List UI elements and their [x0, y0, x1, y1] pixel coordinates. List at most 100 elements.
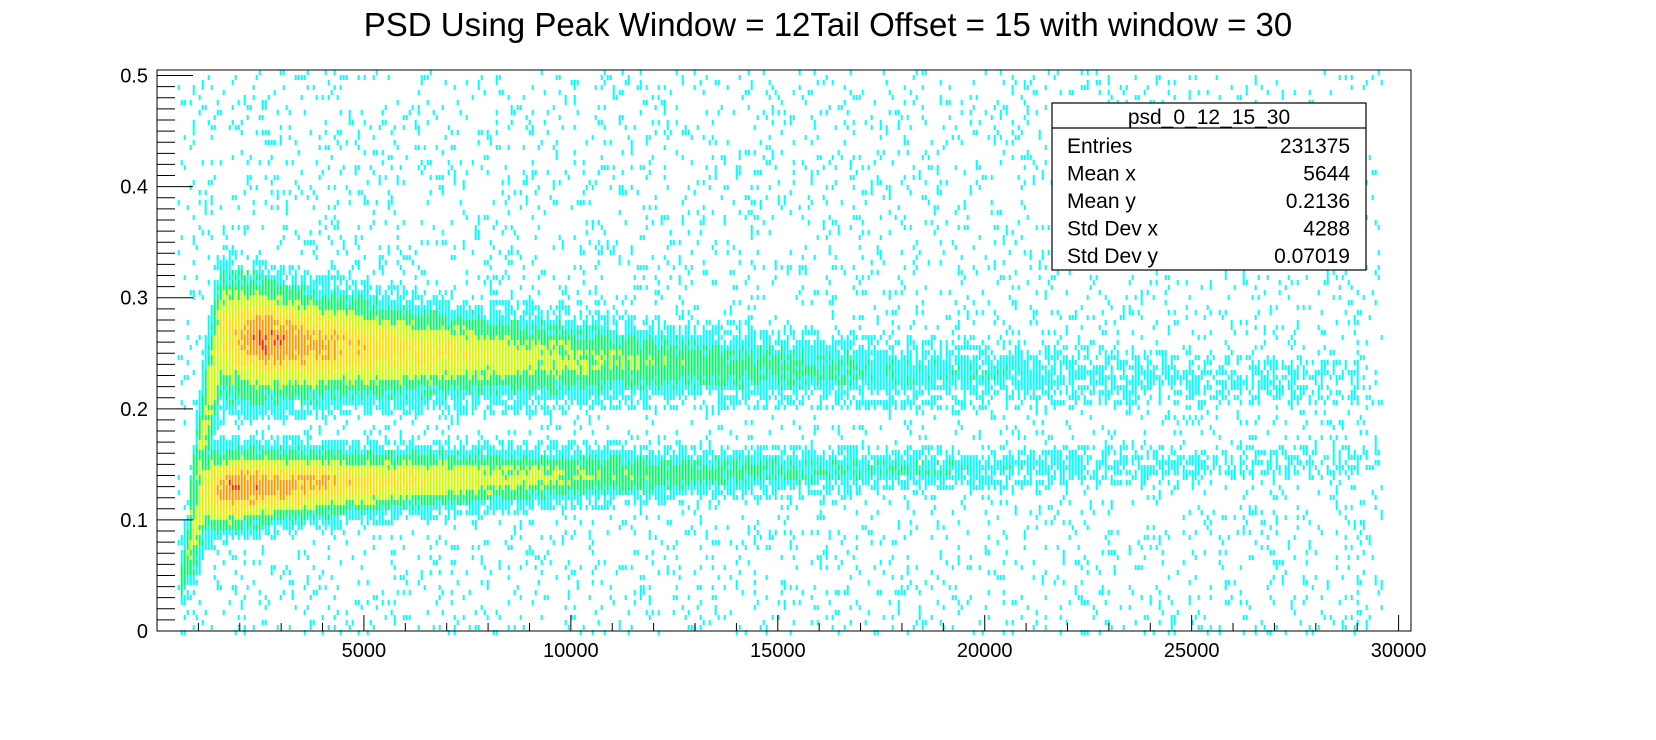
heatmap-cell [468, 475, 471, 480]
heatmap-cell [441, 350, 444, 355]
heatmap-cell [201, 405, 204, 410]
heatmap-cell [249, 310, 252, 315]
heatmap-cell [375, 385, 378, 390]
heatmap-cell [270, 155, 273, 160]
heatmap-cell [378, 255, 381, 260]
heatmap-cell [333, 365, 336, 370]
heatmap-cell [195, 340, 198, 345]
heatmap-cell [468, 390, 471, 395]
heatmap-cell [411, 505, 414, 510]
heatmap-cell [201, 555, 204, 560]
heatmap-cell [351, 320, 354, 325]
heatmap-cell [330, 480, 333, 485]
heatmap-cell [249, 290, 252, 295]
heatmap-cell [210, 450, 213, 455]
heatmap-cell [261, 325, 264, 330]
heatmap-cell [267, 365, 270, 370]
heatmap-cell [474, 325, 477, 330]
heatmap-cell [453, 400, 456, 405]
heatmap-cell [354, 485, 357, 490]
heatmap-cell [288, 405, 291, 410]
heatmap-cell [255, 480, 258, 485]
heatmap-cell [420, 320, 423, 325]
heatmap-cell [258, 340, 261, 345]
heatmap-cell [225, 515, 228, 520]
heatmap-cell [312, 320, 315, 325]
heatmap-cell [315, 500, 318, 505]
heatmap-cell [228, 400, 231, 405]
heatmap-cell [384, 520, 387, 525]
heatmap-cell [318, 510, 321, 515]
heatmap-cell [219, 450, 222, 455]
heatmap-cell [282, 420, 285, 425]
heatmap-cell [201, 440, 204, 445]
heatmap-cell [186, 535, 189, 540]
heatmap-cell [321, 395, 324, 400]
heatmap-cell [252, 315, 255, 320]
heatmap-cell [300, 370, 303, 375]
heatmap-cell [225, 235, 228, 240]
heatmap-cell [453, 320, 456, 325]
heatmap-cell [408, 475, 411, 480]
heatmap-cell [480, 445, 483, 450]
heatmap-cell [285, 515, 288, 520]
heatmap-cell [237, 415, 240, 420]
heatmap-cell [306, 475, 309, 480]
heatmap-cell [246, 330, 249, 335]
heatmap-cell [405, 410, 408, 415]
heatmap-cell [195, 565, 198, 570]
heatmap-cell [240, 360, 243, 365]
heatmap-cell [204, 535, 207, 540]
heatmap-cell [444, 495, 447, 500]
heatmap-cell [414, 390, 417, 395]
heatmap-cell [384, 405, 387, 410]
heatmap-cell [285, 105, 288, 110]
heatmap-cell [435, 465, 438, 470]
heatmap-cell [267, 285, 270, 290]
heatmap-cell [432, 225, 435, 230]
heatmap-cell [285, 375, 288, 380]
heatmap-cell [399, 295, 402, 300]
heatmap-cell [207, 515, 210, 520]
heatmap-cell [240, 410, 243, 415]
heatmap-cell [294, 180, 297, 185]
heatmap-cell [267, 130, 270, 135]
heatmap-cell [267, 440, 270, 445]
heatmap-cell [240, 600, 243, 605]
heatmap-cell [453, 625, 456, 630]
heatmap-cell [420, 340, 423, 345]
heatmap-cell [246, 340, 249, 345]
heatmap-cell [279, 405, 282, 410]
heatmap-cell [339, 390, 342, 395]
heatmap-cell [318, 355, 321, 360]
heatmap-cell [408, 325, 411, 330]
heatmap-cell [453, 375, 456, 380]
heatmap-cell [249, 375, 252, 380]
heatmap-cell [399, 455, 402, 460]
heatmap-cell [405, 290, 408, 295]
heatmap-cell [261, 305, 264, 310]
heatmap-cell [279, 510, 282, 515]
heatmap-cell [366, 285, 369, 290]
heatmap-cell [417, 365, 420, 370]
heatmap-cell [282, 470, 285, 475]
heatmap-cell [471, 500, 474, 505]
heatmap-cell [210, 370, 213, 375]
heatmap-cell [342, 455, 345, 460]
heatmap-cell [285, 440, 288, 445]
heatmap-cell [432, 330, 435, 335]
heatmap-cell [477, 130, 480, 135]
heatmap-cell [237, 290, 240, 295]
heatmap-cell [228, 280, 231, 285]
heatmap-cell [186, 525, 189, 530]
heatmap-cell [450, 355, 453, 360]
heatmap-cell [300, 480, 303, 485]
heatmap-cell [477, 500, 480, 505]
heatmap-cell [411, 450, 414, 455]
heatmap-cell [297, 370, 300, 375]
heatmap-cell [297, 555, 300, 560]
heatmap-cell [468, 455, 471, 460]
heatmap-cell [297, 475, 300, 480]
heatmap-cell [327, 545, 330, 550]
